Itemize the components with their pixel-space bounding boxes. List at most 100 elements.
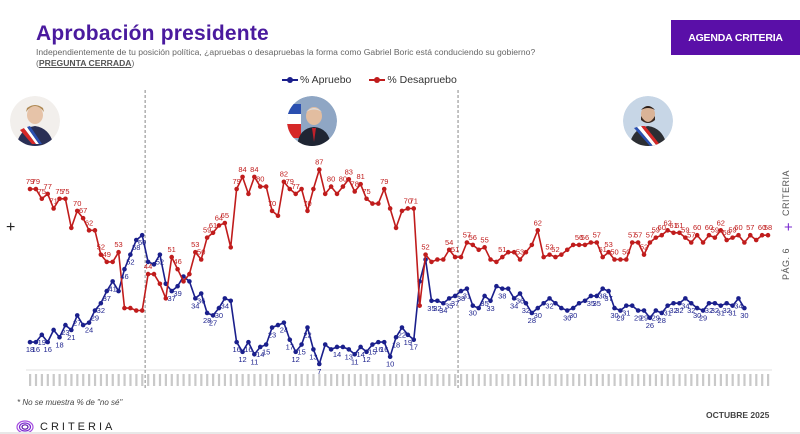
data-point-desapruebo — [116, 249, 121, 255]
data-point-apruebo — [246, 339, 251, 345]
data-point-apruebo — [393, 334, 399, 340]
x-tick-label — [761, 374, 764, 386]
data-point-desapruebo — [228, 245, 234, 250]
data-point-apruebo — [559, 305, 564, 311]
data-point-apruebo — [694, 305, 700, 311]
data-label-apruebo: 32 — [723, 306, 731, 315]
data-label-apruebo: 19 — [38, 338, 46, 347]
data-point-desapruebo — [305, 208, 310, 214]
data-point-desapruebo — [328, 184, 334, 189]
x-tick-label — [34, 374, 38, 386]
data-point-desapruebo — [683, 235, 688, 240]
data-label-desapruebo: 57 — [463, 230, 471, 239]
x-tick-label — [111, 374, 114, 386]
data-point-apruebo — [529, 310, 535, 316]
plus-icon-right: + — [784, 219, 793, 236]
data-label-desapruebo: 53 — [604, 240, 612, 249]
data-point-apruebo — [376, 339, 381, 345]
data-label-apruebo: 38 — [599, 292, 607, 301]
data-label-apruebo: 29 — [634, 314, 642, 323]
data-point-apruebo — [364, 349, 369, 355]
legend-swatch-desapruebo — [369, 77, 386, 83]
data-point-apruebo — [452, 293, 458, 299]
data-point-apruebo — [435, 298, 440, 304]
data-label-desapruebo: 57 — [746, 223, 754, 232]
data-point-apruebo — [252, 351, 257, 357]
legend-label-apruebo: % Apruebo — [300, 74, 352, 86]
data-label-apruebo: 33 — [486, 304, 494, 313]
data-label-desapruebo: 79 — [32, 177, 40, 186]
data-label-desapruebo: 55 — [480, 235, 488, 244]
data-label-desapruebo: 64 — [215, 213, 223, 222]
data-point-desapruebo — [169, 254, 174, 260]
data-point-desapruebo — [299, 186, 304, 192]
data-point-desapruebo — [564, 247, 570, 253]
data-point-desapruebo — [411, 206, 417, 211]
data-label-apruebo: 32 — [97, 306, 105, 315]
x-tick-label — [702, 374, 705, 386]
data-label-apruebo: 31 — [663, 309, 671, 318]
data-label-apruebo: 41 — [108, 284, 116, 293]
data-point-apruebo — [287, 337, 293, 342]
data-label-apruebo: 24 — [280, 326, 288, 335]
boric-portrait — [623, 96, 673, 146]
data-point-apruebo — [647, 315, 653, 321]
data-point-apruebo — [612, 305, 617, 311]
data-point-desapruebo — [45, 191, 51, 197]
x-tick-label — [383, 374, 386, 386]
x-tick-label — [235, 374, 238, 386]
data-point-desapruebo — [659, 232, 665, 238]
data-point-desapruebo — [535, 228, 541, 233]
data-label-apruebo: 12 — [292, 355, 300, 364]
data-label-apruebo: 13 — [345, 352, 353, 361]
data-label-desapruebo: 52 — [640, 243, 648, 252]
x-tick-label — [223, 374, 227, 386]
data-label-apruebo: 34 — [221, 301, 229, 310]
question: Independientemente de tu posición políti… — [36, 47, 536, 57]
data-point-desapruebo — [724, 237, 729, 243]
x-tick-label — [648, 374, 652, 386]
data-label-apruebo: 30 — [693, 311, 701, 320]
data-point-apruebo — [736, 296, 741, 301]
data-point-apruebo — [458, 288, 464, 294]
data-point-desapruebo — [263, 184, 269, 189]
data-point-apruebo — [381, 339, 387, 345]
data-point-desapruebo — [376, 201, 381, 206]
x-tick-label — [105, 374, 108, 386]
data-label-desapruebo: 58 — [764, 223, 772, 232]
data-label-desapruebo: 52 — [421, 243, 429, 252]
data-label-apruebo: 32 — [669, 306, 677, 315]
x-tick-label — [312, 374, 315, 386]
data-label-desapruebo: 84 — [250, 165, 258, 174]
data-point-apruebo — [151, 262, 157, 267]
data-point-apruebo — [500, 286, 505, 291]
x-tick-label — [300, 374, 303, 386]
data-point-apruebo — [429, 298, 434, 304]
data-label-desapruebo: 71 — [49, 196, 57, 205]
x-tick-label — [276, 374, 280, 386]
data-point-desapruebo — [204, 235, 210, 240]
data-point-apruebo — [198, 291, 204, 296]
agenda-criteria-button[interactable]: AGENDA CRITERIA — [671, 20, 800, 55]
data-point-apruebo — [145, 259, 151, 265]
x-tick-label — [306, 374, 309, 386]
x-tick-label — [365, 374, 368, 386]
x-tick-label — [678, 374, 681, 386]
data-point-desapruebo — [700, 240, 706, 245]
data-label-apruebo: 36 — [516, 297, 524, 306]
data-point-desapruebo — [275, 213, 281, 219]
x-tick-label — [530, 374, 534, 386]
data-point-desapruebo — [505, 249, 511, 255]
data-label-apruebo: 34 — [734, 301, 742, 310]
data-label-desapruebo: 67 — [79, 206, 87, 215]
x-tick-label — [654, 374, 658, 386]
data-label-desapruebo: 57 — [593, 230, 601, 239]
data-label-apruebo: 32 — [522, 306, 530, 315]
data-label-apruebo: 60 — [138, 238, 146, 247]
x-tick-label — [536, 374, 539, 386]
data-point-apruebo — [63, 322, 68, 328]
data-label-desapruebo: 60 — [693, 223, 701, 232]
data-point-apruebo — [187, 279, 192, 284]
data-point-apruebo — [193, 296, 198, 301]
data-label-apruebo: 39 — [173, 289, 181, 298]
